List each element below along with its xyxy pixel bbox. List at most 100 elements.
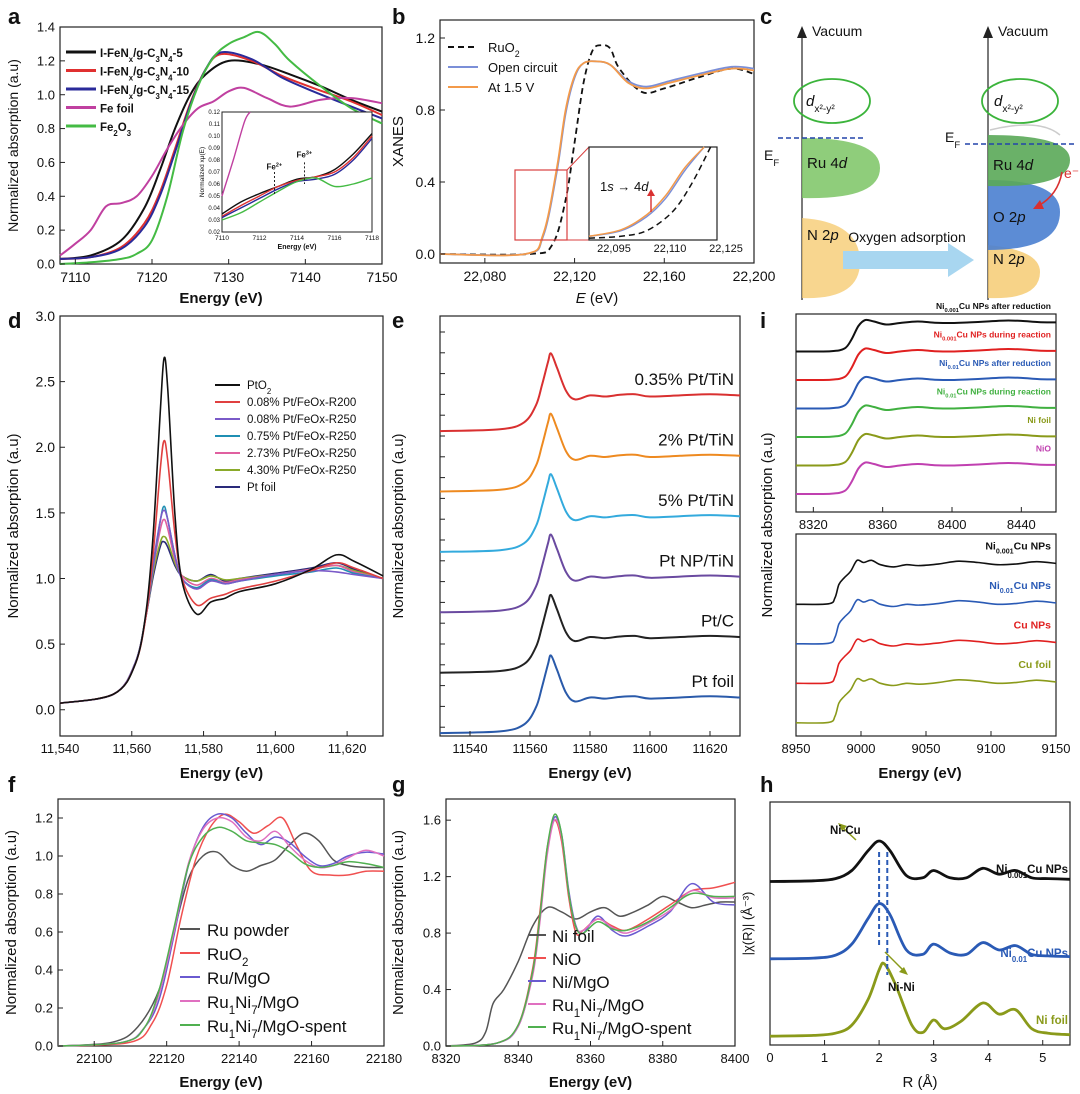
series-line (795, 638, 1057, 685)
text-span: Cu NPs (1014, 619, 1052, 631)
legend-label: 2.73% Pt/FeOx-R250 (247, 448, 356, 460)
text-span: N (160, 85, 168, 97)
text-span: I-FeN (100, 48, 129, 60)
x-tick-label: 8360 (576, 1051, 605, 1066)
y-tick-label: 1.5 (36, 505, 56, 521)
series-label: Cu NPs (1014, 619, 1052, 631)
y-tick-label: 0.4 (35, 963, 53, 978)
series-label: Ni0.01Cu NPs after reduction (939, 358, 1051, 371)
series-line (439, 352, 741, 433)
series-line (795, 461, 1057, 495)
x-tick-label: 9050 (912, 741, 941, 756)
text-span: p (1016, 209, 1025, 226)
panel-label-b: b (392, 4, 405, 29)
x-tick-label: 11560 (512, 741, 547, 756)
inset-arrow-head (647, 189, 655, 196)
y-tick-label: 0.0 (423, 1039, 441, 1054)
axis-arrow (797, 26, 807, 38)
text-span: Ru (552, 1019, 574, 1038)
annotation-arrow-head (838, 823, 847, 831)
y-tick-label: 0.8 (423, 926, 441, 941)
text-span: x²-y² (1002, 104, 1023, 115)
panel-d-frame (59, 315, 384, 737)
y-axis-label: Normalized absorption (a.u) (3, 830, 20, 1015)
text-span: Ru/MgO (207, 969, 270, 988)
text-span: s (607, 179, 614, 194)
text-span: Ni/MgO (552, 973, 610, 992)
y-tick-label: 0.2 (37, 223, 55, 238)
inset-annotation: 1s → 4d (600, 179, 649, 194)
y-tick-label: 1.2 (423, 869, 441, 884)
panel-f-chart: 22100 22120 22140 22160 22180 0.0 0.2 0.4 0.6 0.8… (3, 798, 402, 1091)
series-label: 0.35% Pt/TiN (634, 370, 734, 389)
legend-label: Ru/MgO (207, 969, 270, 988)
inset-y-tick-label: 0.11 (209, 122, 221, 128)
x-axis-label: Energy (eV) (180, 765, 263, 782)
legend-label: RuO2 (207, 945, 248, 969)
text-span: 0.08% Pt/FeOx-R250 (247, 414, 356, 426)
x-tick-label: 11580 (572, 741, 607, 756)
series-line (59, 518, 384, 704)
text-span: 2 (515, 49, 520, 59)
text-span: Ni foil (1036, 1015, 1068, 1027)
depleted-states (989, 124, 1061, 136)
legend-label: Ru powder (207, 921, 290, 940)
series-label: Cu foil (1018, 659, 1051, 671)
legend-label: I-FeNx/g-C3N4-15 (100, 85, 190, 101)
text-span: 3 (155, 92, 160, 101)
inset-x-tick-label: 7118 (365, 235, 379, 242)
series-line (59, 86, 383, 257)
series-line (439, 593, 741, 674)
series-line (59, 535, 384, 704)
text-span: → 4 (614, 179, 641, 194)
adsorption-arrow (843, 243, 974, 277)
y-tick-label: 0.0 (36, 702, 56, 718)
y-tick-label: 0.8 (416, 102, 436, 118)
x-tick-label: 22140 (221, 1051, 257, 1066)
y-tick-label: 0.4 (423, 982, 441, 997)
y-tick-label: 0.0 (37, 257, 55, 272)
text-span: N 2 (807, 227, 830, 244)
x-tick-label: 7140 (290, 269, 321, 285)
panel-f-frame (57, 798, 385, 1047)
text-span: 7 (251, 1029, 257, 1041)
y-axis-label: XANES (390, 116, 407, 167)
y-tick-label: 0.4 (416, 174, 436, 190)
text-span: 3+ (306, 151, 312, 157)
inset-frame (221, 111, 373, 233)
x-tick-label: 9100 (977, 741, 1006, 756)
text-span: /MgO (603, 996, 645, 1015)
x-tick-label: 11600 (632, 741, 667, 756)
text-span: 2.73% Pt/FeOx-R250 (247, 448, 356, 460)
panel-e-chart: 0.35% Pt/TiN 2% Pt/TiN 5% Pt/TiN Pt NP/TiN P… (390, 315, 741, 782)
y-tick-label: 2.0 (36, 439, 56, 455)
x-tick-label: 8360 (868, 517, 897, 532)
legend-label: Ru1Ni7/MgO (552, 996, 644, 1020)
series-label: 5% Pt/TiN (658, 491, 734, 510)
text-span: Ru powder (207, 921, 290, 940)
y-tick-label: 0.5 (36, 636, 56, 652)
y-axis-label: Normalized absorption (a.u) (5, 433, 22, 618)
y-axis-label: Normalized absorption (a.u) (5, 59, 21, 232)
legend-label: I-FeNx/g-C3N4-5 (100, 48, 183, 64)
series-label: Ni0.001Cu NPs (996, 864, 1068, 880)
y-tick-label: 1.2 (416, 30, 436, 46)
dx2y2-label: dx²-y² (994, 93, 1023, 115)
text-span: RuO (488, 40, 515, 55)
x-tick-label: 8440 (1007, 517, 1036, 532)
legend-label: Fe2O3 (100, 122, 132, 138)
panel-label-d: d (8, 308, 21, 333)
series-label: Ni foil (1027, 415, 1051, 425)
text-span: /g-C (133, 48, 155, 60)
series-label: Pt/C (701, 612, 734, 631)
x-tick-label: 7150 (366, 269, 397, 285)
text-span: -10 (173, 67, 190, 79)
text-span: Ni (936, 301, 945, 311)
text-span: /MgO-spent (603, 1019, 692, 1038)
series-line (57, 826, 385, 1047)
text-span: x (129, 73, 134, 82)
text-span: 1 (600, 179, 607, 194)
inset-y-tick-label: 0.10 (208, 134, 220, 140)
x-tick-label: 22,200 (733, 268, 776, 284)
